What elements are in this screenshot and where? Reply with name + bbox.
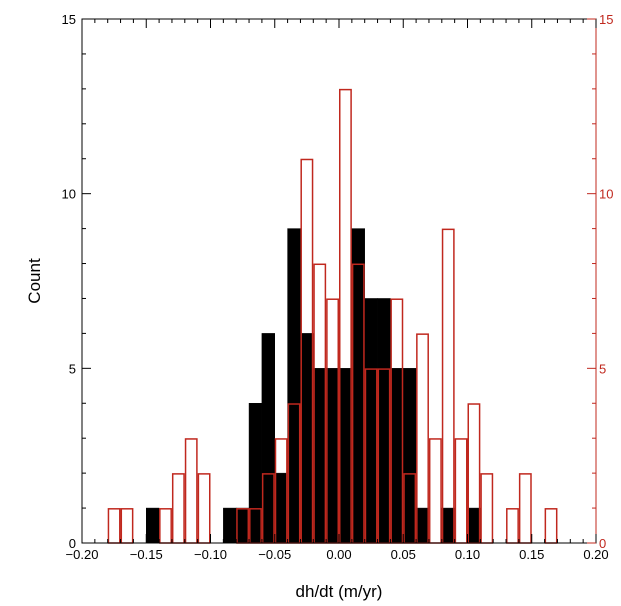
x-tick-label-7: 0.15 bbox=[519, 547, 544, 562]
y-right-tick-label-2: 10 bbox=[599, 187, 613, 202]
y-right-tick-label-0: 0 bbox=[599, 536, 606, 551]
y-left-tick-label-0: 0 bbox=[69, 536, 76, 551]
y-axis-title: Count bbox=[25, 258, 44, 304]
x-tick-label-0: −0.20 bbox=[66, 547, 99, 562]
x-tick-label-3: −0.05 bbox=[258, 547, 291, 562]
filled-bar-1 bbox=[223, 507, 237, 544]
outline-bar-23 bbox=[454, 438, 468, 544]
outline-bar-28 bbox=[544, 508, 558, 544]
filled-bar-10 bbox=[338, 368, 353, 544]
filled-bar-6 bbox=[287, 228, 301, 544]
filled-bar-8 bbox=[313, 368, 327, 544]
filled-bar-16 bbox=[415, 507, 430, 544]
x-tick-label-5: 0.05 bbox=[391, 547, 416, 562]
filled-bar-2 bbox=[235, 507, 250, 544]
outline-bar-26 bbox=[506, 508, 519, 544]
filled-bar-7 bbox=[300, 333, 314, 544]
x-tick-label-1: −0.15 bbox=[130, 547, 163, 562]
outline-bar-1 bbox=[120, 508, 134, 544]
outline-bar-3 bbox=[171, 473, 185, 544]
outline-bar-22 bbox=[441, 228, 455, 544]
outline-bar-21 bbox=[428, 438, 442, 544]
outline-bar-0 bbox=[107, 508, 121, 544]
filled-bar-0 bbox=[146, 507, 160, 544]
outline-bar-2 bbox=[159, 508, 172, 544]
filled-bar-15 bbox=[403, 368, 417, 544]
filled-bar-9 bbox=[325, 368, 340, 544]
filled-bar-12 bbox=[364, 298, 378, 544]
x-tick-label-6: 0.10 bbox=[455, 547, 480, 562]
x-tick-label-4: 0.00 bbox=[326, 547, 351, 562]
y-left-tick-label-2: 10 bbox=[62, 187, 76, 202]
axis-ticks-group bbox=[81, 18, 597, 544]
x-tick-label-2: −0.10 bbox=[194, 547, 227, 562]
outline-bar-4 bbox=[184, 438, 198, 544]
filled-bar-18 bbox=[467, 507, 481, 544]
filled-bar-4 bbox=[261, 333, 275, 544]
y-left-tick-label-3: 15 bbox=[62, 12, 76, 27]
tick-labels-group: −0.20 −0.15 −0.10 −0.05 0.00 0.05 0.10 0.15 0.20… bbox=[62, 12, 614, 562]
filled-bar-13 bbox=[377, 298, 391, 544]
y-right-tick-label-3: 15 bbox=[599, 12, 613, 27]
outline-bar-5 bbox=[197, 473, 211, 544]
outline-bar-25 bbox=[480, 473, 494, 544]
outline-bar-27 bbox=[518, 473, 532, 544]
y-left-tick-label-1: 5 bbox=[69, 361, 76, 376]
x-tick-label-8: 0.20 bbox=[583, 547, 608, 562]
filled-bar-3 bbox=[248, 403, 263, 544]
x-axis-title: dh/dt (m/yr) bbox=[296, 582, 383, 601]
filled-bar-11 bbox=[351, 228, 365, 544]
filled-bar-17 bbox=[441, 507, 455, 544]
filled-bar-14 bbox=[390, 368, 404, 544]
filled-bar-5 bbox=[274, 472, 288, 544]
y-right-tick-label-1: 5 bbox=[599, 361, 606, 376]
